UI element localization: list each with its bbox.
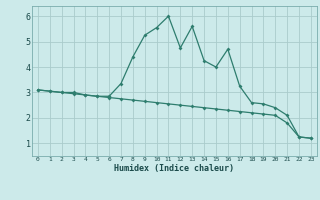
X-axis label: Humidex (Indice chaleur): Humidex (Indice chaleur) [115,164,234,173]
